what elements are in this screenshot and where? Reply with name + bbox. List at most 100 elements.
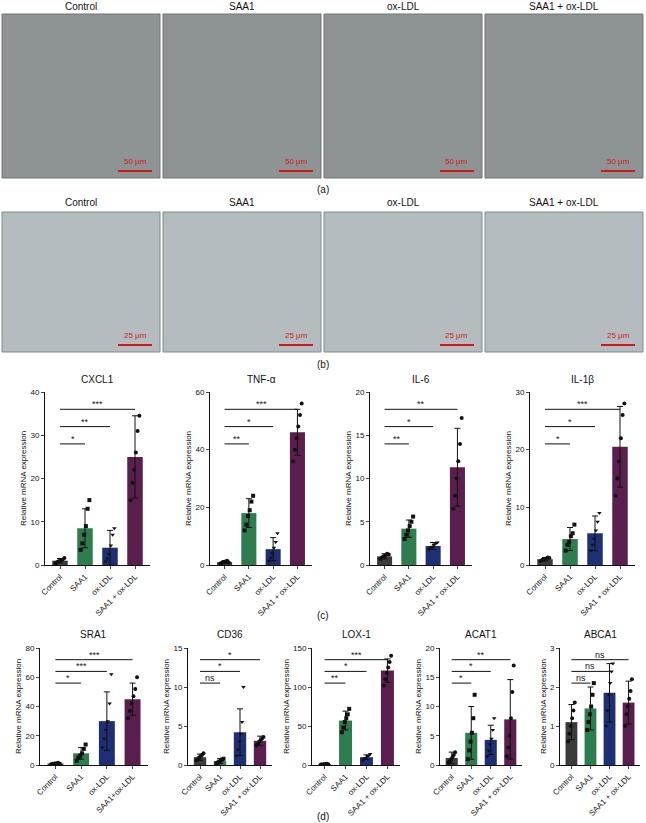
svg-text:*: * [218, 661, 222, 671]
svg-text:(c): (c) [317, 610, 329, 621]
svg-text:Control: Control [431, 772, 456, 797]
svg-text:IL-1β: IL-1β [571, 374, 594, 385]
svg-text:80: 80 [25, 644, 34, 653]
svg-text:SAA1 + ox-LDL: SAA1 + ox-LDL [529, 1, 599, 12]
svg-text:Relative mRNA expression: Relative mRNA expression [282, 659, 291, 754]
svg-text:Control: Control [180, 772, 205, 797]
svg-text:TNF-α: TNF-α [247, 374, 276, 385]
svg-text:Relative mRNA expression: Relative mRNA expression [504, 431, 513, 526]
svg-text:Relative mRNA expression: Relative mRNA expression [19, 431, 28, 526]
svg-text:*: * [469, 661, 473, 671]
svg-text:ox-LDL: ox-LDL [575, 572, 600, 597]
svg-text:40: 40 [25, 702, 34, 711]
svg-text:10: 10 [515, 503, 524, 512]
svg-text:Control: Control [35, 772, 60, 797]
svg-text:**: ** [233, 434, 241, 444]
svg-text:Control: Control [525, 572, 550, 597]
svg-text:20: 20 [355, 388, 364, 397]
svg-text:50 μm: 50 μm [285, 157, 308, 166]
svg-text:Relative mRNA expression: Relative mRNA expression [344, 431, 353, 526]
svg-text:SAA1+ox-LDL: SAA1+ox-LDL [94, 772, 137, 815]
svg-text:5: 5 [178, 722, 183, 731]
svg-text:25 μm: 25 μm [445, 331, 468, 340]
svg-text:10: 10 [425, 702, 434, 711]
svg-text:**: ** [477, 650, 485, 660]
svg-text:SAA1 + ox-LDL: SAA1 + ox-LDL [346, 772, 392, 818]
svg-text:*: * [66, 673, 70, 683]
svg-text:0: 0 [302, 761, 307, 770]
svg-text:0: 0 [178, 761, 183, 770]
svg-text:2: 2 [550, 683, 555, 692]
svg-text:Control: Control [65, 1, 97, 12]
svg-text:CD36: CD36 [217, 629, 243, 640]
svg-text:SAA1 + ox-LDL: SAA1 + ox-LDL [587, 772, 633, 818]
svg-text:SRA1: SRA1 [80, 629, 107, 640]
svg-text:20: 20 [515, 445, 524, 454]
svg-text:Control: Control [65, 197, 97, 208]
svg-text:SAA1: SAA1 [229, 1, 255, 12]
svg-text:*: * [556, 434, 560, 444]
svg-text:150: 150 [293, 644, 307, 653]
svg-text:***: *** [89, 650, 100, 660]
svg-text:ox-LDL: ox-LDL [387, 1, 420, 12]
svg-text:5: 5 [430, 732, 435, 741]
svg-text:ns: ns [595, 650, 605, 660]
svg-text:10: 10 [30, 518, 39, 527]
svg-text:SAA1 + ox-LDL: SAA1 + ox-LDL [256, 572, 302, 618]
svg-text:***: *** [351, 650, 362, 660]
svg-text:ox-LDL: ox-LDL [589, 772, 614, 797]
svg-text:Control: Control [40, 572, 65, 597]
svg-text:1: 1 [550, 722, 555, 731]
svg-text:SAA1: SAA1 [229, 197, 255, 208]
svg-text:5: 5 [360, 518, 365, 527]
svg-text:SAA1 + ox-LDL: SAA1 + ox-LDL [416, 572, 462, 618]
svg-text:Relative mRNA expression: Relative mRNA expression [184, 431, 193, 526]
svg-text:0: 0 [550, 761, 555, 770]
svg-text:**: ** [417, 399, 425, 409]
svg-text:0: 0 [200, 561, 205, 570]
svg-text:SAA1: SAA1 [232, 572, 253, 593]
svg-text:(b): (b) [317, 359, 329, 370]
svg-text:(a): (a) [317, 184, 329, 195]
svg-text:ns: ns [205, 673, 215, 683]
svg-text:SAA1 + ox-LDL: SAA1 + ox-LDL [469, 772, 515, 818]
svg-text:20: 20 [425, 644, 434, 653]
svg-text:30: 30 [30, 431, 39, 440]
svg-text:(d): (d) [317, 811, 329, 822]
svg-text:0: 0 [30, 761, 35, 770]
svg-text:25 μm: 25 μm [285, 331, 308, 340]
svg-text:ABCA1: ABCA1 [584, 629, 617, 640]
svg-text:ox-LDL: ox-LDL [470, 772, 495, 797]
svg-text:25 μm: 25 μm [124, 331, 147, 340]
svg-text:*: * [568, 417, 572, 427]
svg-text:Control: Control [304, 772, 329, 797]
svg-text:40: 40 [195, 445, 204, 454]
svg-text:SAA1 + ox-LDL: SAA1 + ox-LDL [219, 772, 265, 818]
svg-text:ox-LDL: ox-LDL [90, 572, 115, 597]
svg-text:***: *** [92, 399, 103, 409]
svg-text:0: 0 [430, 761, 435, 770]
svg-text:ns: ns [576, 673, 586, 683]
svg-text:*: * [407, 417, 411, 427]
svg-text:50 μm: 50 μm [124, 157, 147, 166]
svg-text:***: *** [76, 661, 87, 671]
svg-text:50 μm: 50 μm [445, 157, 468, 166]
svg-text:60: 60 [25, 673, 34, 682]
svg-text:Relative mRNA expression: Relative mRNA expression [539, 659, 548, 754]
svg-text:0: 0 [360, 561, 365, 570]
svg-text:**: ** [81, 417, 89, 427]
svg-text:ns: ns [585, 661, 595, 671]
svg-text:50: 50 [297, 722, 306, 731]
svg-text:*: * [247, 417, 251, 427]
svg-text:15: 15 [173, 644, 182, 653]
svg-text:***: *** [577, 399, 588, 409]
svg-text:Relative mRNA expression: Relative mRNA expression [162, 659, 171, 754]
svg-text:10: 10 [173, 683, 182, 692]
svg-text:*: * [459, 673, 463, 683]
svg-text:15: 15 [355, 431, 364, 440]
svg-text:***: *** [256, 399, 267, 409]
svg-text:*: * [71, 434, 75, 444]
svg-text:30: 30 [515, 388, 524, 397]
svg-text:ox-LDL: ox-LDL [413, 572, 438, 597]
svg-text:Control: Control [551, 772, 576, 797]
